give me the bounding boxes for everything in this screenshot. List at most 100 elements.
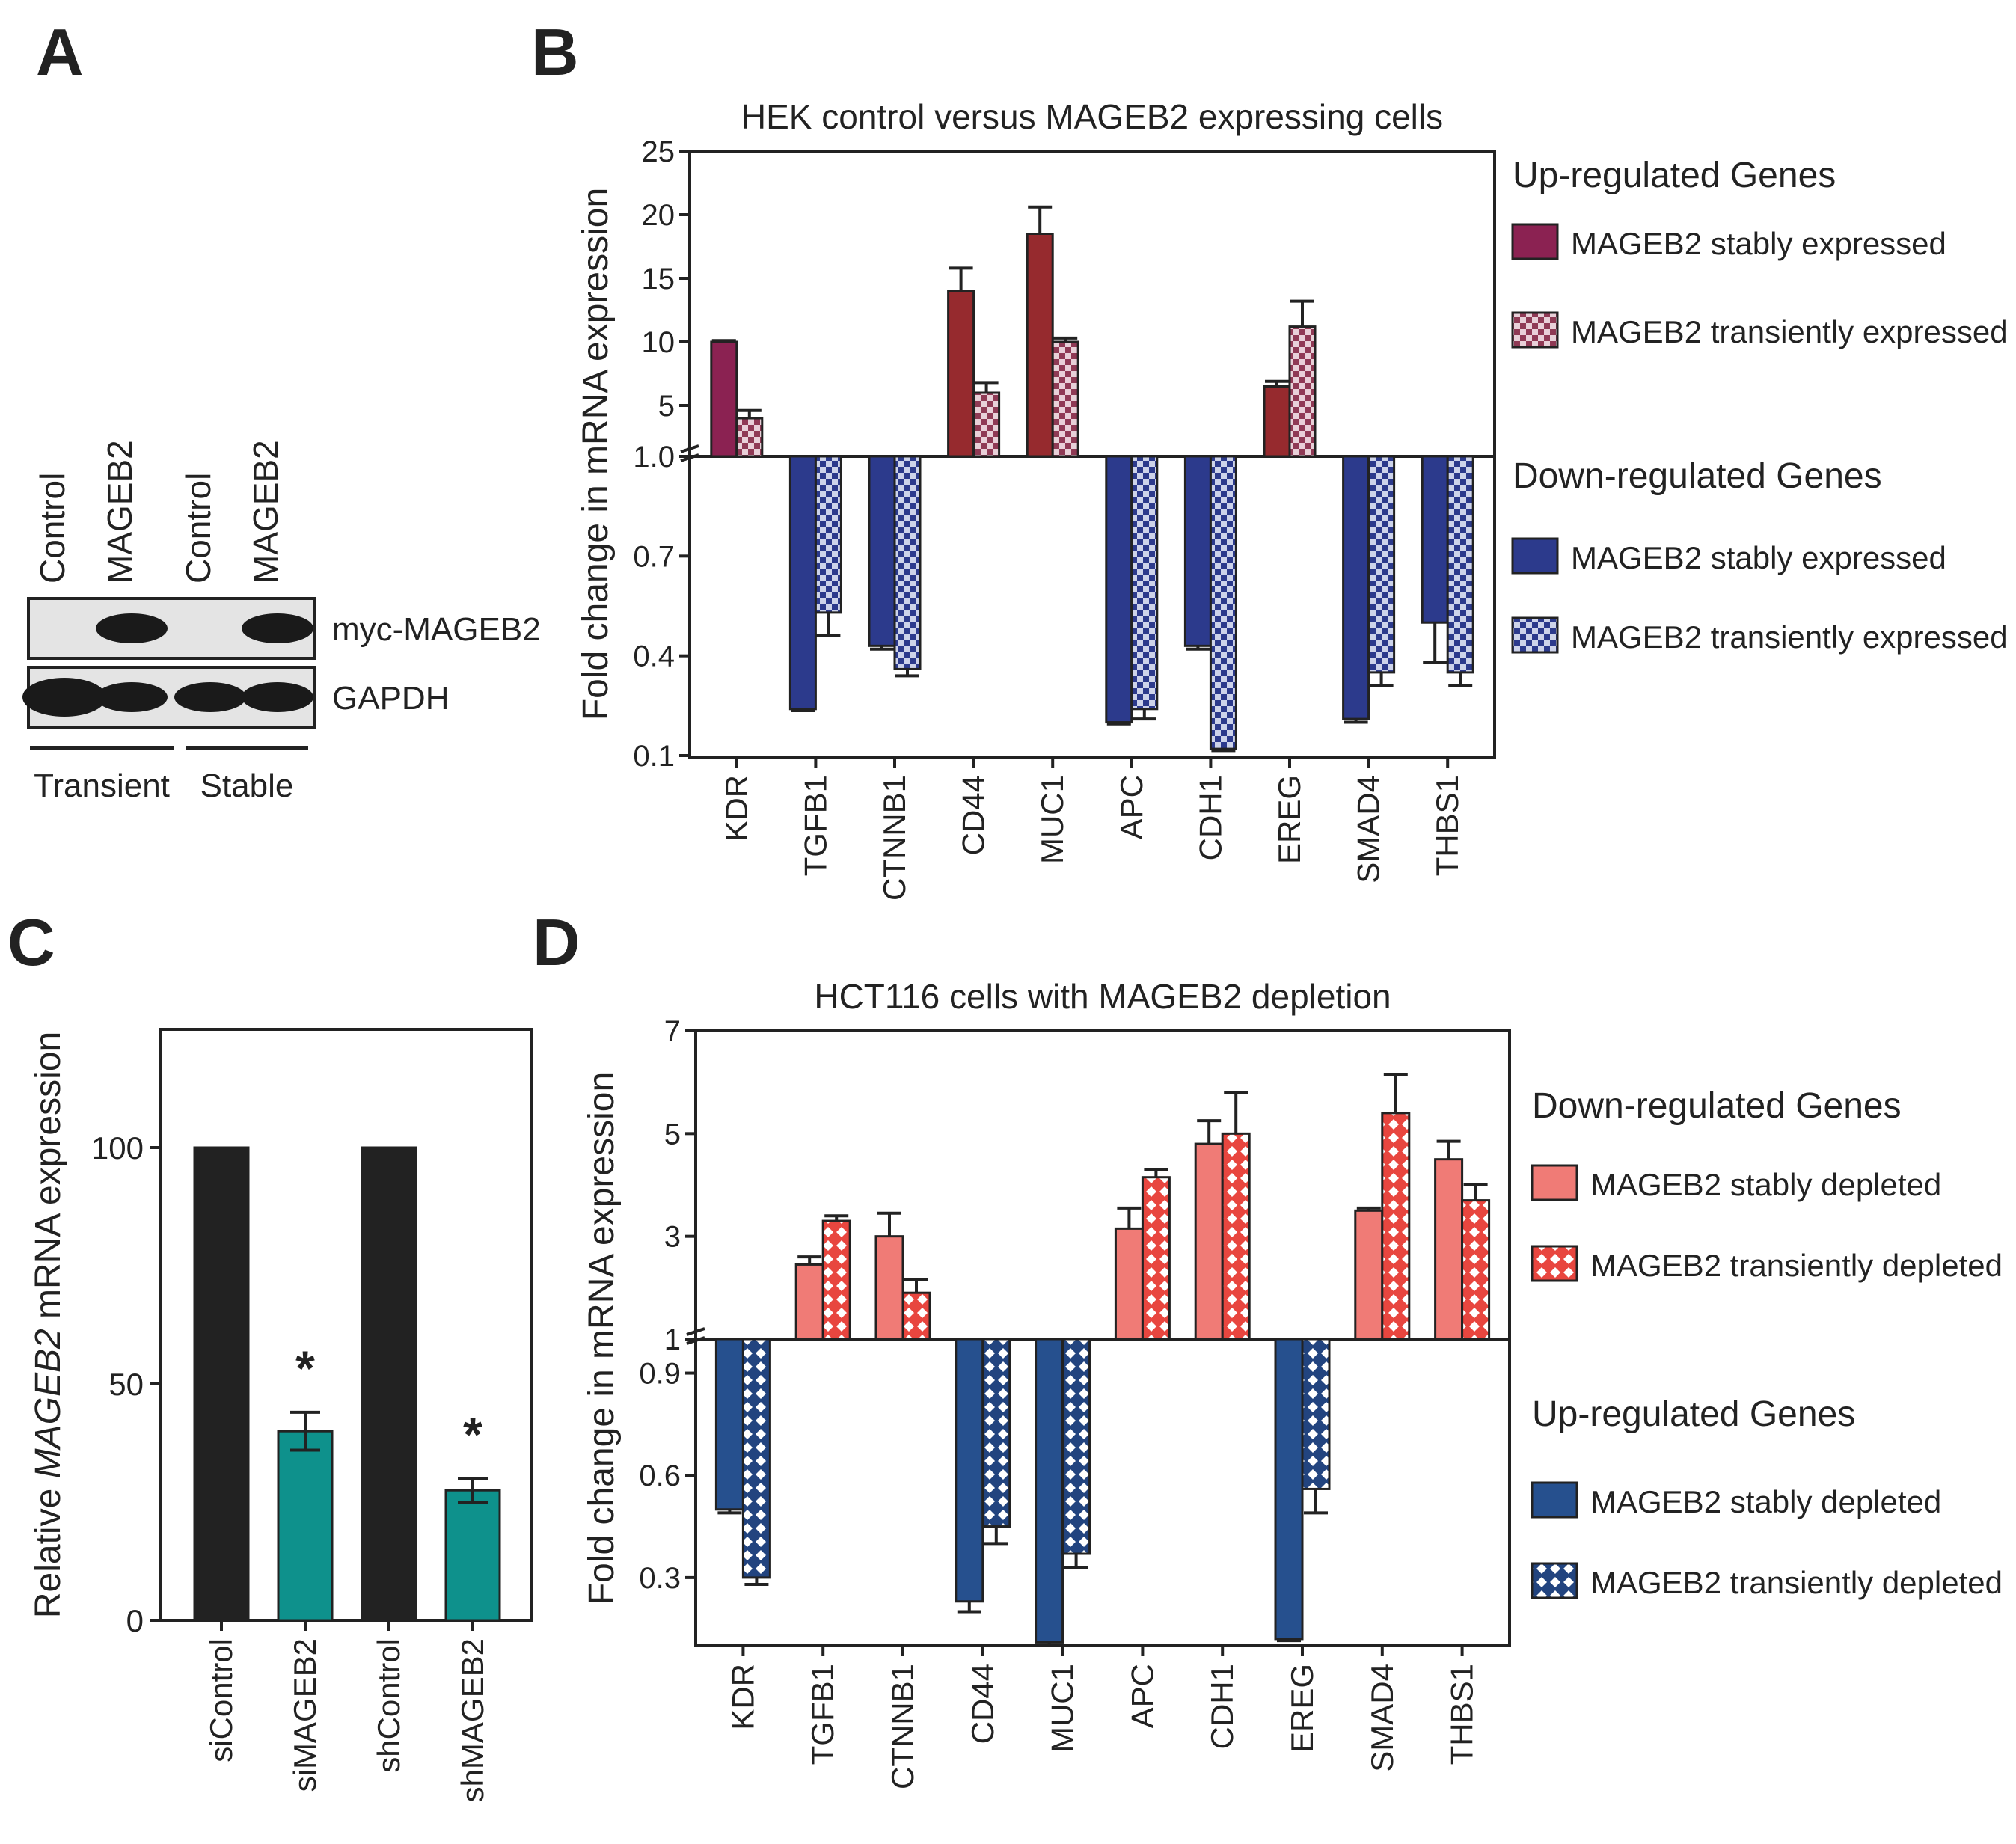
legend-label: MAGEB2 stably depleted — [1590, 1484, 1941, 1519]
x-tick-label: APC — [1124, 1664, 1159, 1728]
legend-label: MAGEB2 stably expressed — [1571, 226, 1946, 261]
panel-letter-d: D — [533, 905, 580, 979]
legend-heading: Up-regulated Genes — [1532, 1394, 1855, 1434]
bar-ctnnb1-transient — [901, 1291, 931, 1341]
blot-label: myc-MAGEB2 — [332, 611, 541, 648]
plot-frame — [159, 1028, 533, 1622]
y-tick-label: 15 — [642, 263, 675, 295]
legend-swatch — [1511, 223, 1559, 260]
blot-band — [242, 682, 313, 712]
chart-b: HEK control versus MAGEB2 expressing cel… — [576, 97, 2008, 901]
y-tick-label: 1.0 — [633, 441, 675, 474]
bar-thbs1-transient — [1461, 1199, 1491, 1341]
axis-break-mark — [686, 1327, 705, 1345]
blot-band — [96, 613, 168, 643]
bar-smad4-stable — [1354, 1209, 1384, 1341]
plot-frame — [688, 150, 1496, 759]
blot-band — [22, 678, 106, 717]
x-tick-label: SMAD4 — [1351, 775, 1386, 883]
y-tick-label: 0.1 — [633, 740, 675, 773]
y-axis-label: Relative MAGEB2 mRNA expression — [28, 1032, 68, 1618]
chart-title: HCT116 cells with MAGEB2 depletion — [814, 977, 1391, 1016]
lane-label: Control — [33, 473, 72, 583]
legend-heading: Down-regulated Genes — [1513, 456, 1882, 496]
x-tick-label: THBS1 — [1444, 1664, 1480, 1765]
legend-swatch — [1531, 1245, 1578, 1282]
chart-d: HCT116 cells with MAGEB2 depletion Fold c… — [582, 977, 2003, 1789]
panel-letter-c: C — [7, 905, 55, 979]
bar-muc1-transient — [1051, 340, 1079, 458]
x-tick-label: EREG — [1272, 775, 1307, 864]
lane-label: MAGEB2 — [246, 440, 285, 583]
y-tick-label: 100 — [91, 1130, 144, 1165]
bar-ereg-stable — [1263, 385, 1291, 458]
y-tick-label: 1 — [664, 1323, 681, 1356]
legend-swatch — [1511, 537, 1559, 575]
bar-ereg-transient — [1301, 1338, 1331, 1490]
y-tick-label: 50 — [108, 1367, 144, 1402]
legend-swatch — [1511, 311, 1559, 349]
y-tick-label: 0 — [126, 1603, 144, 1638]
bar-cdh1-stable — [1183, 455, 1212, 647]
bar-tgfb1-stable — [788, 455, 817, 711]
bar-ctnnb1-transient — [893, 455, 922, 670]
x-tick-label: siMAGEB2 — [287, 1638, 322, 1792]
y-tick-label: 5 — [658, 390, 675, 423]
bar-shcontrol — [361, 1146, 417, 1622]
bar-apc-stable — [1105, 455, 1133, 724]
chart-c: 100 50 0 Relative MAGEB2 mRNA expression siC… — [28, 1028, 533, 1802]
bar-tgfb1-transient — [821, 1219, 851, 1341]
y-tick-label: 25 — [642, 135, 675, 168]
blot-band — [174, 682, 246, 712]
bar-tgfb1-stable — [794, 1263, 824, 1341]
bar-sicontrol — [193, 1146, 250, 1622]
bar-cdh1-transient — [1221, 1132, 1251, 1341]
x-tick-label: MUC1 — [1045, 1664, 1080, 1753]
bar-kdr-transient — [741, 1338, 771, 1579]
x-tick-label: EREG — [1284, 1664, 1320, 1753]
bar-ereg-stable — [1274, 1338, 1304, 1641]
bar-smad4-transient — [1367, 455, 1396, 674]
bar-cd44-stable — [955, 1338, 984, 1603]
axis-break-mark — [680, 444, 699, 462]
bar-thbs1-stable — [1434, 1158, 1464, 1341]
x-tick-label: CD44 — [956, 775, 991, 855]
x-tick-label: siControl — [203, 1638, 239, 1762]
y-tick-label: 20 — [642, 199, 675, 232]
bar-cdh1-stable — [1194, 1142, 1224, 1341]
x-tick-label: TGFB1 — [805, 1664, 840, 1765]
bar-ereg-transient — [1288, 325, 1317, 458]
x-tick-label: CDH1 — [1192, 775, 1228, 860]
y-tick-label: 7 — [664, 1015, 681, 1048]
y-tick-label: 0.4 — [633, 640, 675, 673]
y-tick-label: 0.3 — [639, 1562, 681, 1595]
x-tick-label: CDH1 — [1204, 1664, 1240, 1749]
legend-swatch — [1531, 1164, 1578, 1201]
x-tick-label: shControl — [371, 1638, 406, 1773]
bar-thbs1-transient — [1446, 455, 1474, 674]
bar-thbs1-stable — [1421, 455, 1449, 624]
group-label: Transient — [34, 768, 170, 804]
x-tick-label: APC — [1114, 775, 1149, 839]
legend-label: MAGEB2 transiently depleted — [1590, 1565, 2003, 1600]
legend-heading: Up-regulated Genes — [1513, 156, 1836, 195]
x-tick-label: KDR — [719, 775, 754, 842]
bar-cdh1-transient — [1209, 455, 1237, 750]
significance-marker: * — [463, 1406, 482, 1462]
bar-muc1-transient — [1061, 1338, 1091, 1555]
bar-muc1-stable — [1026, 233, 1054, 458]
bar-ctnnb1-stable — [874, 1235, 904, 1341]
bar-smad4-transient — [1381, 1112, 1411, 1341]
legend-label: MAGEB2 transiently expressed — [1571, 619, 2008, 655]
bar-cd44-transient — [981, 1338, 1011, 1528]
y-tick-label: 10 — [642, 326, 675, 359]
bar-kdr-transient — [735, 417, 764, 458]
bar-cd44-transient — [972, 391, 1001, 458]
bar-apc-stable — [1114, 1227, 1144, 1341]
x-tick-label: CTNNB1 — [877, 775, 912, 901]
legend-label: MAGEB2 stably expressed — [1571, 540, 1946, 575]
bar-shmageb2 — [444, 1489, 501, 1622]
bar-ctnnb1-stable — [868, 455, 896, 647]
bar-apc-transient — [1130, 455, 1159, 711]
